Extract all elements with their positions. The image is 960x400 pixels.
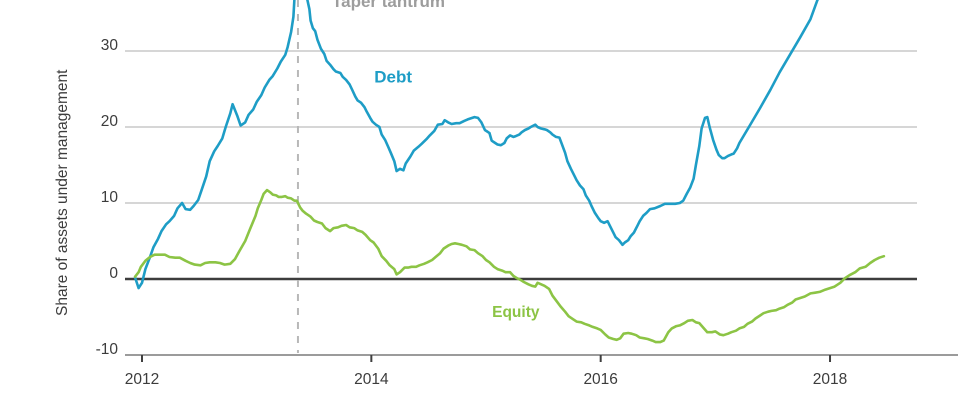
- y-tick-label-30: 30: [101, 37, 119, 54]
- y-tick-label-0: 0: [109, 265, 118, 282]
- y-tick-label-20: 20: [101, 113, 119, 130]
- series-lines: [133, 0, 886, 344]
- x-tick-label-2014: 2014: [354, 371, 389, 388]
- series-label-debt: Debt: [374, 67, 412, 86]
- axes: 30 20 10 0 -10 2012 2014 2016 2018: [96, 37, 958, 388]
- x-tick-label-2012: 2012: [125, 371, 159, 388]
- x-tick-label-2018: 2018: [813, 371, 847, 388]
- x-tick-label-2016: 2016: [583, 371, 617, 388]
- y-tick-label-10: 10: [101, 189, 119, 206]
- annotation-taper-tantrum-label: Taper tantrum: [332, 0, 445, 11]
- y-axis-title: Share of assets under management: [54, 69, 71, 316]
- line-equity: [133, 188, 886, 344]
- line-debt: [133, 0, 819, 290]
- series-label-equity: Equity: [492, 304, 540, 321]
- y-tick-label--10: -10: [96, 341, 119, 358]
- labels: Share of assets under management Taper t…: [54, 0, 540, 321]
